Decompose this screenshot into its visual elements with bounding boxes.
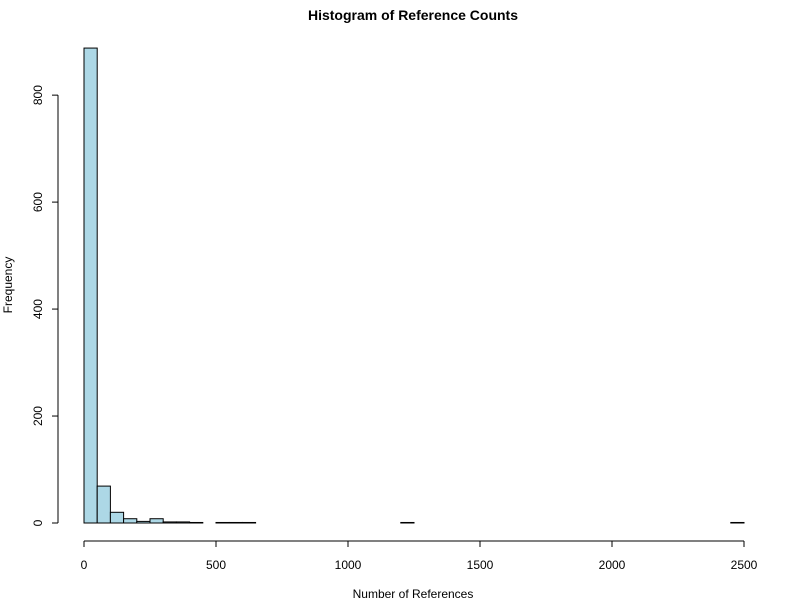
histogram-bar bbox=[189, 521, 204, 524]
histogram-bar bbox=[175, 521, 191, 524]
y-axis: 0 200 400 600 800 bbox=[31, 85, 59, 526]
histogram-bar bbox=[215, 521, 230, 524]
y-axis-label: Frequency bbox=[1, 257, 15, 314]
x-tick-label: 1000 bbox=[335, 558, 362, 572]
histogram-bar bbox=[136, 520, 151, 524]
histogram-bar bbox=[400, 521, 415, 524]
x-tick-label: 1500 bbox=[467, 558, 494, 572]
histogram-bar bbox=[83, 47, 98, 524]
x-tick-label: 2000 bbox=[599, 558, 626, 572]
chart-title: Histogram of Reference Counts bbox=[308, 7, 518, 23]
x-axis-label: Number of References bbox=[353, 587, 474, 600]
x-axis: 0 500 1000 1500 2000 2500 bbox=[81, 540, 758, 572]
y-tick-label: 0 bbox=[31, 519, 45, 526]
histogram-bar bbox=[109, 511, 125, 524]
y-tick-label: 400 bbox=[31, 299, 45, 319]
x-tick-label: 2500 bbox=[731, 558, 758, 572]
y-tick-label: 200 bbox=[31, 406, 45, 426]
histogram-bar bbox=[241, 521, 257, 524]
y-tick-label: 600 bbox=[31, 192, 45, 212]
bars-group bbox=[83, 47, 745, 524]
x-tick-label: 500 bbox=[206, 558, 226, 572]
histogram-bar bbox=[123, 518, 138, 524]
histogram-bar bbox=[162, 521, 177, 524]
y-tick-label: 800 bbox=[31, 85, 45, 105]
histogram-bar bbox=[96, 485, 111, 524]
histogram-bar bbox=[228, 521, 243, 524]
histogram-bar bbox=[149, 518, 164, 524]
x-tick-label: 0 bbox=[81, 558, 88, 572]
histogram-bar bbox=[730, 521, 745, 524]
